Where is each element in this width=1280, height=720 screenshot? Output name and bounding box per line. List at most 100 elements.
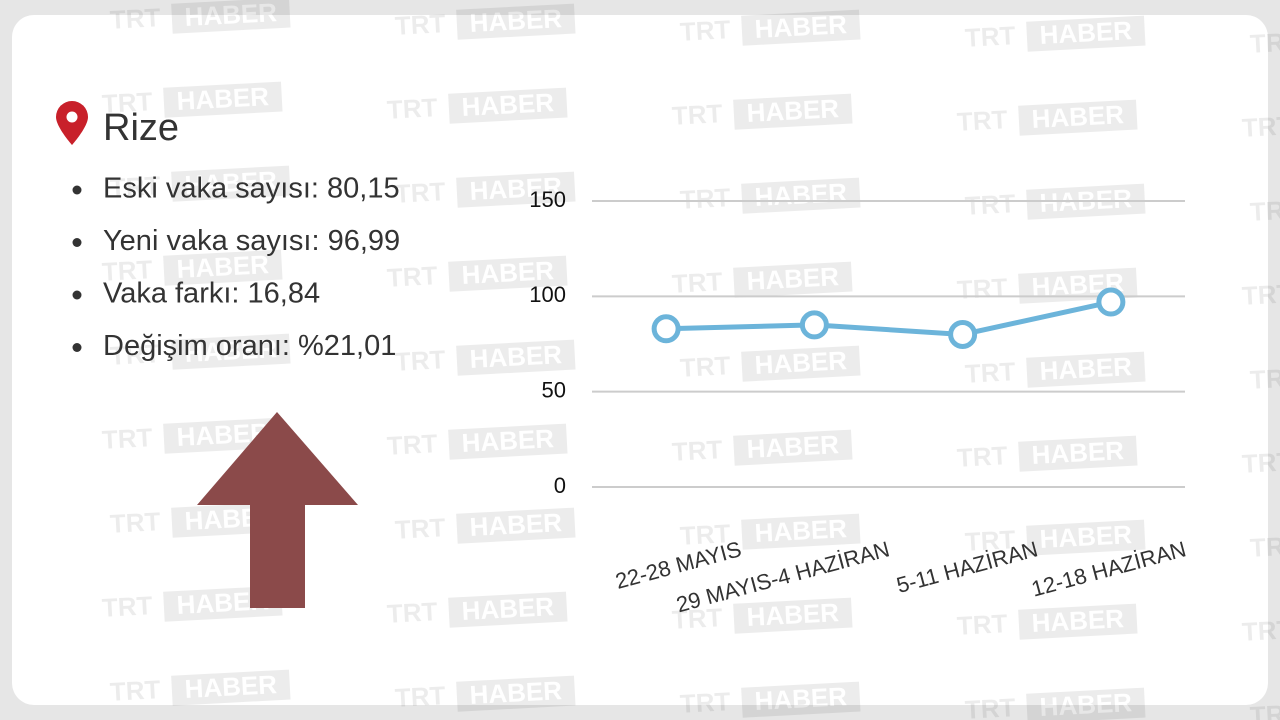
bullet [72, 290, 82, 300]
data-point [651, 314, 681, 344]
watermark-trt: TRT [109, 506, 161, 539]
watermark-trt: TRT [394, 176, 446, 209]
watermarks: TRT HABER TRT HABER TRT HABER TRT HABER TRT HABER… [101, 0, 1280, 720]
watermark-trt: TRT [1249, 530, 1280, 563]
watermark-trt: TRT [1241, 110, 1280, 143]
watermark-haber: HABER [1039, 351, 1133, 386]
y-tick-label: 50 [542, 377, 566, 402]
watermark-trt: TRT [964, 188, 1016, 221]
location-pin [56, 101, 88, 145]
watermark-trt: TRT [394, 8, 446, 41]
watermark-box [1026, 351, 1146, 388]
watermark-trt: TRT [386, 428, 438, 461]
watermark-box [456, 339, 576, 376]
watermark-box [733, 93, 853, 130]
watermark-box [741, 177, 861, 214]
pin-hole [66, 111, 78, 123]
watermark-box [448, 423, 568, 460]
watermark-trt: TRT [964, 524, 1016, 557]
watermark-trt: TRT [671, 266, 723, 299]
watermark: TRT HABER [386, 255, 568, 293]
watermark-trt: TRT [386, 260, 438, 293]
watermark-haber: HABER [469, 339, 563, 374]
watermark-haber: HABER [469, 675, 563, 710]
card [12, 15, 1268, 705]
watermark-trt: TRT [1249, 194, 1280, 227]
watermark-haber: HABER [1039, 687, 1133, 720]
region-title: Rize [103, 107, 179, 149]
note: Değişim oranı: %21,01 [103, 330, 396, 362]
watermark: TRT HABER [101, 81, 283, 119]
watermark-box [741, 345, 861, 382]
watermark-trt: TRT [956, 104, 1008, 137]
watermark-box [448, 87, 568, 124]
watermark-trt: TRT [964, 692, 1016, 720]
watermark-trt: TRT [394, 680, 446, 713]
watermark-trt: TRT [671, 434, 723, 467]
watermark-box [741, 513, 861, 550]
watermark-haber: HABER [176, 249, 270, 284]
watermark-trt: TRT [1241, 278, 1280, 311]
watermark-trt: TRT [679, 350, 731, 383]
watermark-box [163, 249, 283, 286]
y-tick-label: 0 [554, 473, 566, 498]
watermark-trt: TRT [101, 422, 153, 455]
watermark-haber: HABER [176, 81, 270, 116]
y-tick-label: 150 [529, 187, 566, 212]
watermark-haber: HABER [461, 423, 555, 458]
watermark-haber: HABER [1031, 435, 1125, 470]
watermark-trt: TRT [386, 92, 438, 125]
watermark: TRT HABER [394, 675, 576, 713]
watermark-trt: TRT [679, 14, 731, 47]
watermark-haber: HABER [746, 93, 840, 128]
watermark-haber: HABER [754, 681, 848, 716]
watermark-box [1026, 687, 1146, 720]
watermark-trt: TRT [671, 98, 723, 131]
watermark-box [1018, 435, 1138, 472]
watermark-box [1026, 15, 1146, 52]
watermark-trt: TRT [101, 86, 153, 119]
watermark-box [171, 333, 291, 370]
note: Eski vaka sayısı: 80,15 [103, 173, 400, 205]
watermark-box [163, 81, 283, 118]
up-arrow [197, 412, 358, 608]
data-point [1096, 287, 1126, 317]
watermark-box [456, 3, 576, 40]
watermark-trt: TRT [394, 512, 446, 545]
watermark-trt: TRT [679, 686, 731, 719]
watermark-haber: HABER [469, 171, 563, 206]
watermark-haber: HABER [754, 513, 848, 548]
watermark-haber: HABER [746, 261, 840, 296]
watermark: TRT HABER [679, 681, 861, 719]
bullet [72, 238, 82, 247]
watermark-box [171, 669, 291, 706]
watermark: TRT HABER [679, 345, 861, 383]
watermark-trt: TRT [101, 254, 153, 287]
watermark-trt: TRT [1249, 698, 1280, 720]
note: Vaka farkı: 16,84 [103, 278, 320, 310]
watermark-haber: HABER [461, 255, 555, 290]
watermark-box [448, 591, 568, 628]
watermark-box [1026, 519, 1146, 556]
watermark-haber: HABER [469, 507, 563, 542]
watermark: TRT HABER [394, 171, 576, 209]
data-point [799, 310, 829, 340]
watermark-haber: HABER [754, 345, 848, 380]
